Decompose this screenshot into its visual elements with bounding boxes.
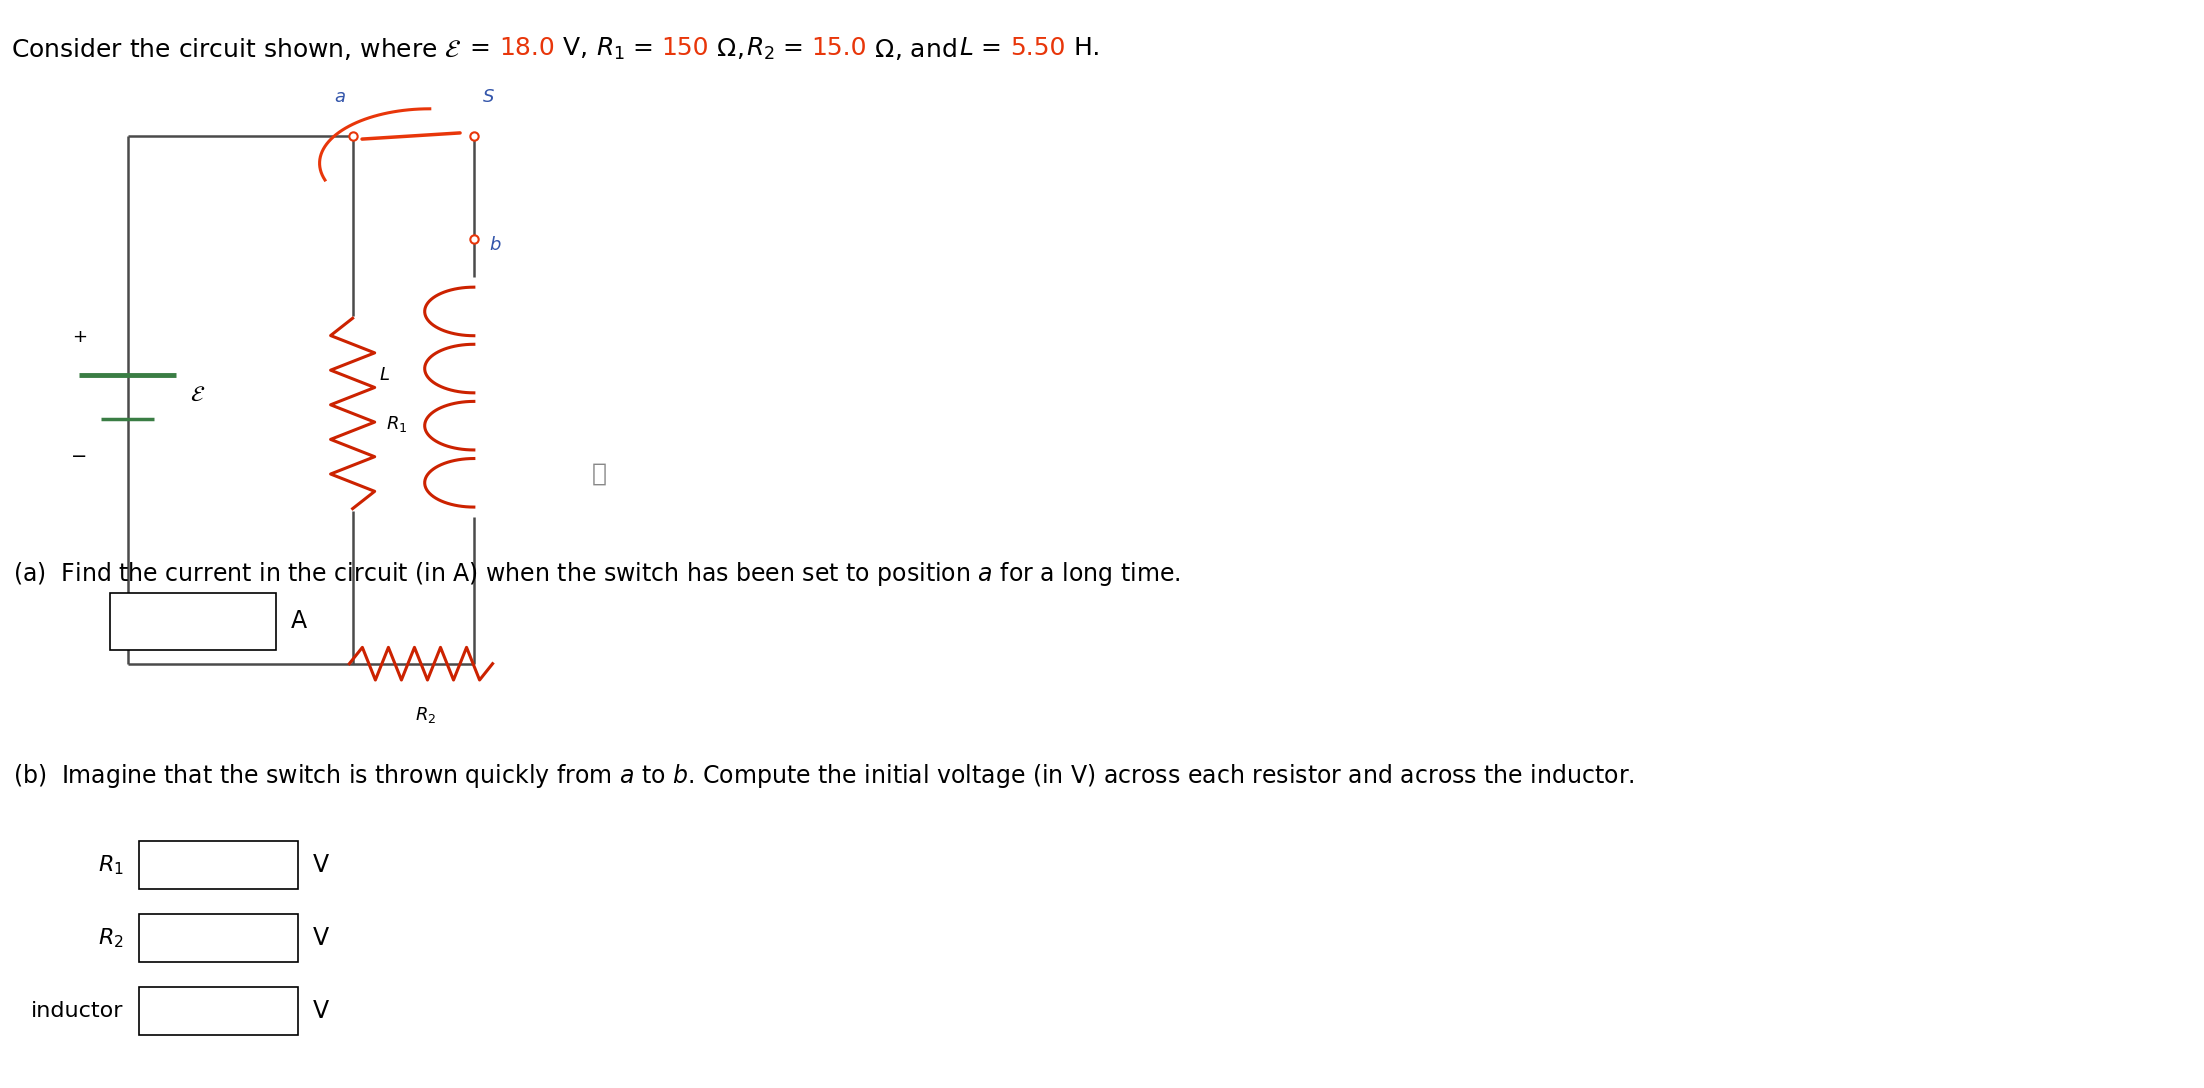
Text: H.: H. [1067,36,1100,60]
Text: $\Omega$,: $\Omega$, [710,36,745,61]
Text: (b)  Imagine that the switch is thrown quickly from $a$ to $b$. Compute the init: (b) Imagine that the switch is thrown qu… [13,762,1635,790]
Text: $L$: $L$ [959,36,974,60]
Text: 5.50: 5.50 [1009,36,1067,60]
Text: $\mathcal{E}$: $\mathcal{E}$ [190,385,205,405]
Text: A: A [291,609,306,633]
Text: $R_2$: $R_2$ [745,36,774,62]
Text: $\Omega$, and: $\Omega$, and [866,36,959,62]
Bar [110,593,276,650]
Text: (a)  Find the current in the circuit (in A) when the switch has been set to posi: (a) Find the current in the circuit (in … [13,560,1181,589]
Text: $L$: $L$ [379,367,390,384]
Text: V: V [313,853,328,877]
Text: V,: V, [555,36,595,60]
Bar [139,914,298,962]
Text: V: V [313,926,328,950]
Text: $R_2$: $R_2$ [97,926,123,950]
Text: $R_2$: $R_2$ [414,705,436,725]
Text: $R_1$: $R_1$ [386,415,408,434]
Bar [139,987,298,1035]
Text: =: = [974,36,1009,60]
Text: S: S [483,87,494,106]
Text: b: b [489,236,500,254]
Text: V: V [313,999,328,1023]
Text: 18.0: 18.0 [498,36,555,60]
Bar [139,841,298,889]
Text: =: = [624,36,661,60]
Text: inductor: inductor [31,1001,123,1021]
Text: a: a [335,87,344,106]
Text: 150: 150 [661,36,710,60]
Text: +: + [73,329,86,346]
Text: −: − [71,447,88,467]
Text: =: = [463,36,498,60]
Text: =: = [774,36,811,60]
Text: $R_1$: $R_1$ [97,853,123,877]
Text: 15.0: 15.0 [811,36,866,60]
Text: ⓘ: ⓘ [593,461,606,485]
Text: $R_1$: $R_1$ [595,36,624,62]
Text: Consider the circuit shown, where $\mathcal{E}$: Consider the circuit shown, where $\math… [11,36,463,62]
